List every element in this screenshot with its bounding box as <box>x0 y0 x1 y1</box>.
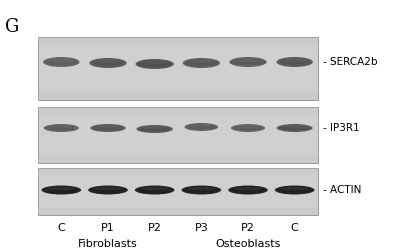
Ellipse shape <box>93 126 123 130</box>
Ellipse shape <box>183 58 220 68</box>
Ellipse shape <box>138 61 171 67</box>
Ellipse shape <box>231 124 265 132</box>
Ellipse shape <box>44 124 79 132</box>
Ellipse shape <box>138 187 172 193</box>
Ellipse shape <box>46 126 76 130</box>
Ellipse shape <box>136 59 174 69</box>
Ellipse shape <box>282 125 307 128</box>
Ellipse shape <box>92 60 124 66</box>
Bar <box>38 90 318 100</box>
Ellipse shape <box>141 187 168 190</box>
Ellipse shape <box>184 123 218 131</box>
Bar <box>38 107 318 163</box>
Bar <box>38 208 318 215</box>
Ellipse shape <box>96 125 120 128</box>
Bar <box>38 168 318 175</box>
Ellipse shape <box>234 126 262 130</box>
Ellipse shape <box>188 60 214 63</box>
Bar <box>38 37 318 46</box>
Ellipse shape <box>88 185 128 195</box>
Ellipse shape <box>43 57 80 67</box>
Ellipse shape <box>95 60 121 63</box>
Ellipse shape <box>282 59 308 62</box>
Ellipse shape <box>234 187 262 190</box>
Ellipse shape <box>182 185 221 195</box>
Text: - SERCA2b: - SERCA2b <box>323 57 378 67</box>
Ellipse shape <box>90 124 126 132</box>
Ellipse shape <box>136 125 173 133</box>
Text: P1: P1 <box>101 223 115 233</box>
Ellipse shape <box>46 59 77 65</box>
Text: Osteoblasts: Osteoblasts <box>215 239 281 249</box>
Ellipse shape <box>236 125 260 128</box>
Text: Fibroblasts: Fibroblasts <box>78 239 138 249</box>
Ellipse shape <box>91 187 125 193</box>
Ellipse shape <box>228 185 268 195</box>
Bar <box>38 154 318 163</box>
Text: P3: P3 <box>194 223 208 233</box>
Bar <box>38 37 318 100</box>
Ellipse shape <box>229 57 267 67</box>
Bar <box>38 107 318 115</box>
Ellipse shape <box>186 60 217 66</box>
Bar <box>38 168 318 215</box>
Ellipse shape <box>48 59 74 62</box>
Ellipse shape <box>49 125 74 128</box>
Text: C: C <box>58 223 65 233</box>
Text: P2: P2 <box>148 223 162 233</box>
Ellipse shape <box>89 58 127 68</box>
Ellipse shape <box>42 185 81 195</box>
Ellipse shape <box>187 125 216 129</box>
Ellipse shape <box>277 124 313 132</box>
Ellipse shape <box>48 187 75 190</box>
Ellipse shape <box>275 185 314 195</box>
Ellipse shape <box>279 126 310 130</box>
Ellipse shape <box>278 187 312 193</box>
Text: G: G <box>5 18 19 36</box>
Ellipse shape <box>281 187 308 190</box>
Ellipse shape <box>94 187 122 190</box>
Ellipse shape <box>142 127 168 129</box>
Text: - IP3R1: - IP3R1 <box>323 123 360 133</box>
Ellipse shape <box>276 57 313 67</box>
Ellipse shape <box>190 124 213 127</box>
Ellipse shape <box>44 187 78 193</box>
Text: - ACTIN: - ACTIN <box>323 185 361 195</box>
Ellipse shape <box>232 59 264 65</box>
Text: P2: P2 <box>241 223 255 233</box>
Ellipse shape <box>235 59 261 62</box>
Text: C: C <box>291 223 298 233</box>
Ellipse shape <box>184 187 218 193</box>
Ellipse shape <box>141 61 168 64</box>
Ellipse shape <box>135 185 174 195</box>
Ellipse shape <box>231 187 265 193</box>
Ellipse shape <box>188 187 215 190</box>
Ellipse shape <box>279 59 310 65</box>
Ellipse shape <box>139 127 170 131</box>
